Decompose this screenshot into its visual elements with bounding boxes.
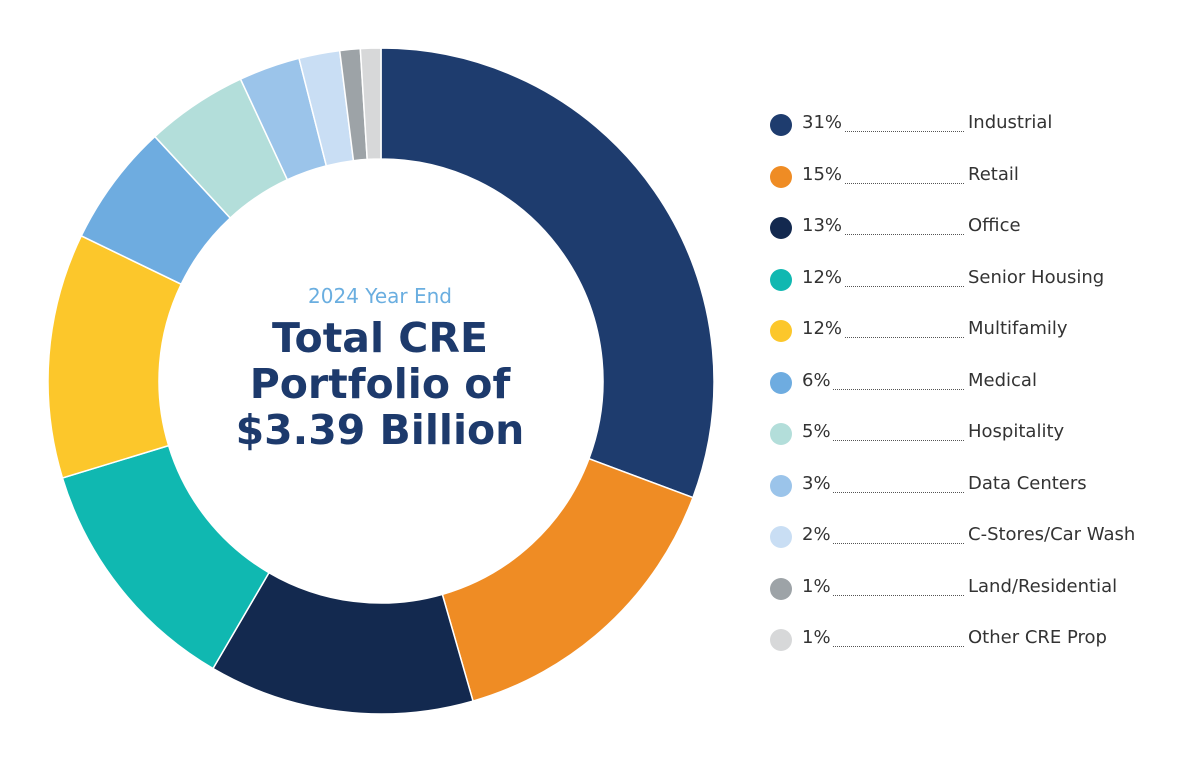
legend-item-other-cre-prop: 1% Other CRE Prop bbox=[768, 623, 1188, 675]
legend-leader bbox=[802, 285, 964, 287]
legend-label: C-Stores/Car Wash bbox=[968, 524, 1136, 545]
legend-item-industrial: 31% Industrial bbox=[768, 108, 1188, 160]
legend-swatch bbox=[770, 320, 792, 342]
legend-item-hospitality: 5% Hospitality bbox=[768, 417, 1188, 469]
legend-swatch bbox=[770, 268, 792, 291]
legend-percent: 6% bbox=[802, 369, 833, 391]
legend-percent: 12% bbox=[802, 266, 845, 288]
legend-item-data-centers: 3% Data Centers bbox=[768, 469, 1188, 521]
legend-label: Retail bbox=[968, 163, 1019, 185]
legend-leader bbox=[802, 646, 964, 647]
legend-label: Office bbox=[968, 215, 1021, 236]
legend-label: Medical bbox=[968, 369, 1037, 391]
legend-item-multifamily: 12% Multifamily bbox=[768, 314, 1188, 366]
legend-leader bbox=[802, 337, 964, 338]
chart-title-line-2: Portfolio of bbox=[249, 359, 511, 408]
legend-leader bbox=[802, 440, 964, 441]
legend-leader bbox=[802, 491, 964, 493]
legend-swatch bbox=[770, 577, 792, 600]
legend-leader bbox=[802, 388, 964, 390]
legend-percent: 15% bbox=[802, 163, 845, 185]
legend-label: Land/Residential bbox=[968, 575, 1118, 597]
legend-item-retail: 15% Retail bbox=[768, 160, 1188, 212]
chart-title-line-1: Total CRE bbox=[272, 314, 488, 362]
legend-swatch bbox=[770, 371, 792, 394]
legend-label: Data Centers bbox=[968, 472, 1087, 494]
legend-percent: 1% bbox=[802, 575, 833, 597]
legend-swatch bbox=[770, 423, 792, 445]
slice-retail bbox=[441, 457, 694, 702]
legend-leader bbox=[802, 234, 964, 235]
legend-percent: 31% bbox=[802, 112, 845, 133]
legend-swatch bbox=[770, 526, 792, 548]
legend-leader bbox=[802, 182, 964, 184]
legend-item-office: 13% Office bbox=[768, 211, 1188, 263]
legend-swatch bbox=[770, 165, 792, 188]
slice-industrial bbox=[380, 47, 715, 499]
legend-leader bbox=[802, 594, 964, 596]
chart-title: Total CRE Portfolio of $3.39 Billion bbox=[180, 314, 580, 454]
legend-percent: 12% bbox=[802, 318, 845, 339]
legend-percent: 2% bbox=[802, 524, 833, 545]
legend-percent: 1% bbox=[802, 627, 833, 648]
legend-percent: 5% bbox=[802, 421, 833, 442]
legend-leader bbox=[802, 131, 964, 132]
legend-percent: 13% bbox=[802, 215, 845, 236]
legend-swatch bbox=[770, 629, 792, 651]
legend-item-land-residential: 1% Land/Residential bbox=[768, 572, 1188, 624]
legend-item-medical: 6% Medical bbox=[768, 366, 1188, 418]
legend-item-c-stores-car-wash: 2% C-Stores/Car Wash bbox=[768, 520, 1188, 572]
legend-percent: 3% bbox=[802, 472, 833, 494]
chart-legend: 31% Industrial 15% Retail 13% Office 12% Senior… bbox=[768, 108, 1188, 675]
legend-swatch bbox=[770, 217, 792, 239]
legend-label: Multifamily bbox=[968, 318, 1068, 339]
slice-other-cre-prop bbox=[359, 47, 382, 161]
legend-label: Industrial bbox=[968, 112, 1053, 133]
chart-subtitle: 2024 Year End bbox=[308, 284, 452, 308]
chart-title-line-3: $3.39 Billion bbox=[235, 405, 525, 454]
legend-label: Hospitality bbox=[968, 421, 1065, 442]
legend-leader bbox=[802, 543, 964, 544]
legend-label: Other CRE Prop bbox=[968, 627, 1107, 648]
legend-swatch bbox=[770, 474, 792, 497]
legend-item-senior-housing: 12% Senior Housing bbox=[768, 263, 1188, 315]
legend-label: Senior Housing bbox=[968, 266, 1105, 288]
legend-swatch bbox=[770, 114, 792, 136]
